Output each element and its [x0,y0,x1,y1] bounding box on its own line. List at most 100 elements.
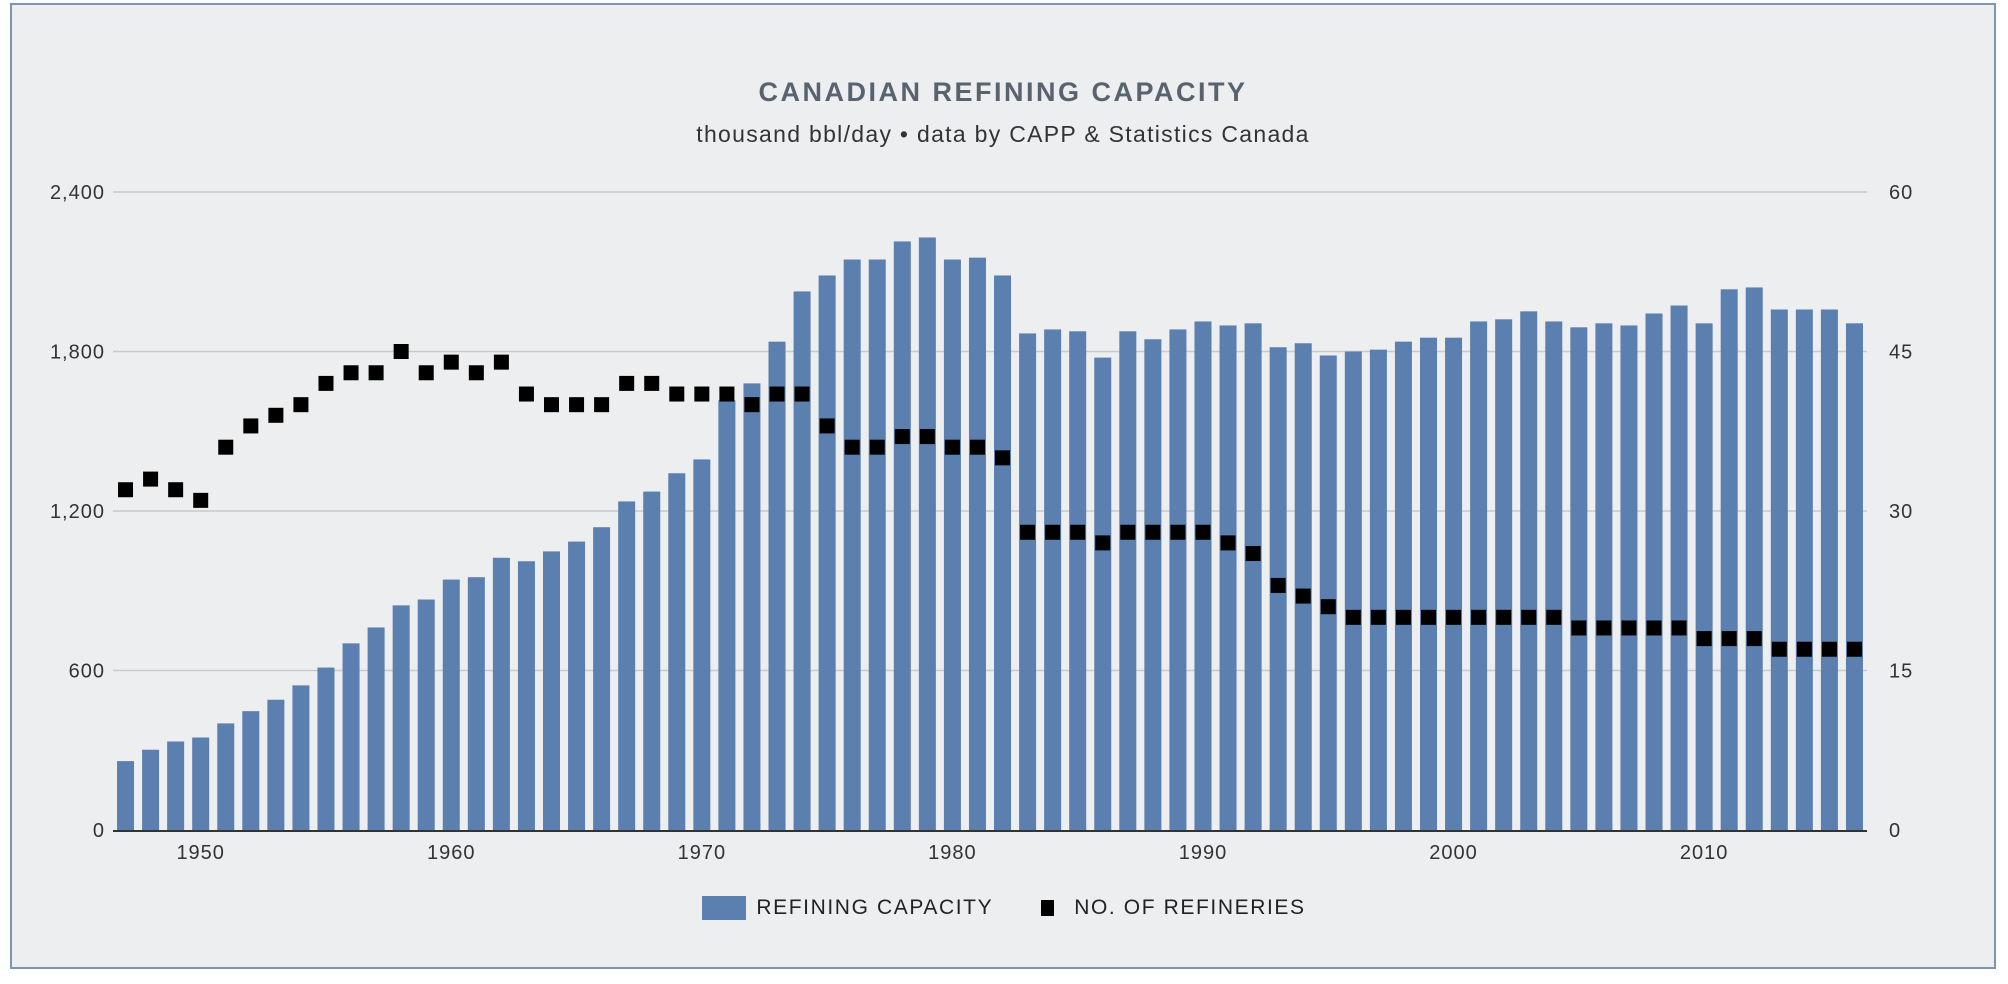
bar-1998 [1394,341,1412,830]
refineries-marker-1970 [694,386,710,402]
refineries-marker-1988 [1145,524,1161,540]
bar-1984 [1044,329,1062,830]
refineries-marker-1977 [869,439,885,455]
refineries-marker-2011 [1721,631,1737,647]
bar-1983 [1019,333,1037,830]
refineries-marker-1957 [368,365,384,381]
bar-1995 [1319,355,1337,830]
refineries-marker-1986 [1095,535,1111,551]
refineries-marker-1956 [343,365,359,381]
bar-2015 [1820,309,1838,831]
refineries-marker-2001 [1471,609,1487,625]
bar-1992 [1244,323,1262,830]
refineries-marker-1968 [644,375,660,391]
bar-1953 [267,699,285,830]
refineries-marker-1964 [544,397,559,413]
bar-1978 [893,241,911,830]
x-tick-label: 2010 [1680,842,1729,864]
bar-1965 [568,541,586,830]
bar-2005 [1570,327,1588,830]
bar-1967 [618,501,636,830]
bar-1974 [793,291,811,831]
bar-1959 [417,599,435,830]
bar-2010 [1695,323,1713,830]
bar-2013 [1770,309,1788,831]
bar-1986 [1094,357,1112,830]
bar-1991 [1219,325,1237,830]
refineries-marker-2010 [1696,631,1712,647]
x-tick-label: 2000 [1429,842,1478,864]
legend: REFINING CAPACITY NO. OF REFINERIES [0,896,2008,920]
bar-1969 [668,473,686,830]
bar-1951 [217,723,235,830]
refineries-marker-1952 [243,418,259,434]
refineries-marker-1982 [995,450,1011,466]
x-tick-label: 1970 [678,842,727,864]
y-right-tick-label: 60 [1889,182,1913,204]
bar-1982 [994,275,1012,830]
bar-1949 [167,741,185,830]
refineries-marker-1965 [569,397,585,413]
y-left-tick-label: 1,800 [50,342,105,364]
x-tick-label: 1980 [928,842,977,864]
legend-swatch-refineries [1041,900,1055,916]
refineries-marker-1983 [1020,524,1036,540]
refineries-marker-1967 [619,375,635,391]
refineries-marker-1995 [1320,599,1336,615]
bar-1962 [492,557,510,830]
y-left-tick-label: 0 [93,820,105,842]
legend-swatch-capacity [702,896,747,920]
refineries-marker-1971 [719,386,735,402]
bar-1973 [768,341,786,830]
refineries-marker-1994 [1295,588,1311,604]
refineries-marker-2000 [1446,609,1462,625]
refineries-marker-2009 [1671,620,1687,636]
bar-1979 [918,237,936,830]
bar-1963 [517,561,535,830]
bar-1961 [467,577,485,830]
bar-1985 [1069,331,1087,830]
refineries-marker-2003 [1521,609,1537,625]
y-right-tick-label: 0 [1889,820,1901,842]
bar-1948 [142,749,160,830]
bar-1970 [693,459,711,830]
refineries-marker-1992 [1245,546,1261,562]
bar-1955 [317,667,335,830]
refineries-marker-1962 [493,354,509,370]
refineries-marker-1974 [794,386,810,402]
bar-1957 [367,627,385,830]
legend-label-capacity: REFINING CAPACITY [756,896,994,919]
bar-2006 [1595,323,1613,830]
refineries-marker-2008 [1646,620,1662,636]
bar-1947 [117,761,135,830]
refineries-marker-1981 [969,439,985,455]
y-right-tick-label: 45 [1889,342,1913,364]
refineries-marker-1958 [393,344,409,359]
refineries-marker-1953 [268,407,284,423]
refineries-marker-1960 [443,354,459,370]
bar-2012 [1745,287,1763,830]
bar-1996 [1344,351,1362,830]
bar-1990 [1194,321,1212,830]
refineries-marker-1951 [218,439,234,455]
refineries-marker-1978 [894,429,910,445]
refineries-marker-1959 [418,365,434,381]
refineries-marker-2014 [1796,641,1812,657]
bar-1971 [718,400,736,830]
bar-2002 [1495,319,1513,830]
x-tick-label: 1950 [176,842,225,864]
bar-2000 [1445,337,1463,830]
bar-2007 [1620,325,1638,830]
refineries-marker-1987 [1120,524,1136,540]
y-right-tick-label: 30 [1889,501,1913,523]
refineries-marker-1993 [1270,577,1286,593]
bar-1956 [342,643,360,830]
bar-1997 [1369,349,1387,830]
bar-1994 [1294,343,1312,830]
bar-1972 [743,383,761,830]
bar-2008 [1645,313,1663,830]
refineries-marker-2015 [1821,641,1837,657]
bar-2001 [1470,321,1488,830]
bar-1968 [643,491,661,830]
